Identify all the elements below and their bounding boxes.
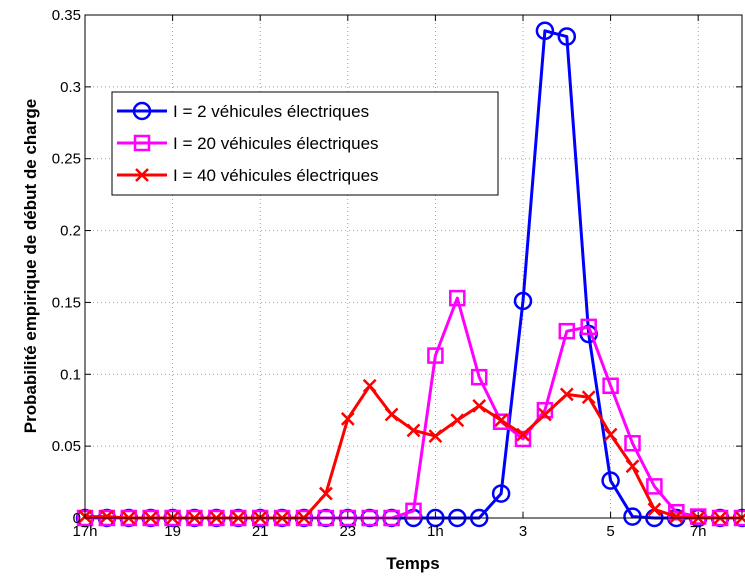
x-axis-title: Temps: [386, 554, 440, 573]
x-tick-label: 7h: [690, 523, 707, 540]
data-point: [668, 504, 685, 521]
data-point: [601, 471, 620, 490]
data-point: [100, 509, 114, 524]
data-point: [516, 427, 530, 442]
y-tick-label: 0.35: [52, 7, 81, 24]
y-tick-label: 0.05: [52, 438, 81, 455]
data-point: [449, 289, 466, 307]
legend-marker: [133, 134, 151, 152]
data-point: [340, 411, 355, 426]
legend-box: [111, 91, 499, 196]
x-tick-label: 3: [519, 523, 527, 540]
legend-item: I = 40 véhicules électriques: [117, 166, 379, 185]
y-axis-title: Probabilité empirique de début de charge: [21, 99, 40, 433]
x-tick-label: 5: [606, 523, 614, 540]
data-point: [514, 430, 532, 448]
y-tick-label: 0.15: [52, 294, 81, 311]
x-tick-label: 1h: [427, 523, 444, 540]
data-point: [646, 478, 663, 495]
data-point: [319, 486, 333, 501]
y-tick-label: 0.3: [60, 79, 81, 96]
legend-label: I = 2 véhicules électriques: [173, 102, 369, 121]
data-point: [535, 21, 555, 41]
y-tick-label: 0.2: [60, 223, 81, 240]
data-point: [470, 368, 488, 386]
y-tick-label: 0.25: [52, 151, 81, 168]
data-point: [492, 413, 510, 430]
x-tick-label: 21: [252, 523, 269, 540]
legend-marker: [132, 101, 152, 121]
data-point: [559, 387, 574, 402]
data-point: [494, 413, 508, 428]
y-tick-label: 0.1: [60, 366, 81, 383]
data-point: [603, 427, 618, 442]
data-point: [602, 377, 619, 395]
legend-item: I = 20 véhicules électriques: [117, 134, 379, 153]
data-point: [558, 322, 576, 340]
y-tick-label: 0: [73, 510, 81, 527]
data-point: [538, 407, 552, 422]
legend: I = 2 véhicules électriques I = 20 véhicu…: [111, 91, 499, 196]
data-point: [513, 291, 533, 311]
x-tick-label: 23: [339, 523, 356, 540]
data-point: [623, 507, 642, 526]
data-point: [384, 407, 399, 422]
data-point: [624, 435, 641, 452]
x-tick-label: 19: [164, 523, 181, 540]
plot-frame: [84, 14, 743, 519]
x-tick-label: 17h: [72, 523, 97, 540]
data-point: [362, 378, 377, 393]
data-point: [581, 390, 596, 405]
data-point: [472, 399, 487, 413]
data-point: [536, 401, 554, 419]
data-point: [491, 484, 511, 503]
data-point: [450, 413, 465, 428]
data-point: [557, 27, 577, 46]
data-point: [427, 347, 444, 364]
legend-label: I = 20 véhicules électriques: [173, 134, 379, 153]
data-point: [428, 429, 443, 443]
data-point: [580, 318, 597, 336]
legend-label: I = 40 véhicules électriques: [173, 166, 379, 185]
data-point: [625, 459, 640, 474]
data-point: [406, 423, 421, 438]
data-point: [647, 502, 662, 517]
data-point: [669, 509, 684, 524]
axis-ticks: 17h 19 21 23 1h 3 5 7h 0 0.05 0.1 0.15 0.2 0.25 0.3 0.3…: [52, 7, 742, 540]
legend-item: I = 2 véhicules électriques: [117, 101, 369, 121]
legend-marker: [135, 168, 149, 182]
plot-background: [85, 15, 742, 518]
